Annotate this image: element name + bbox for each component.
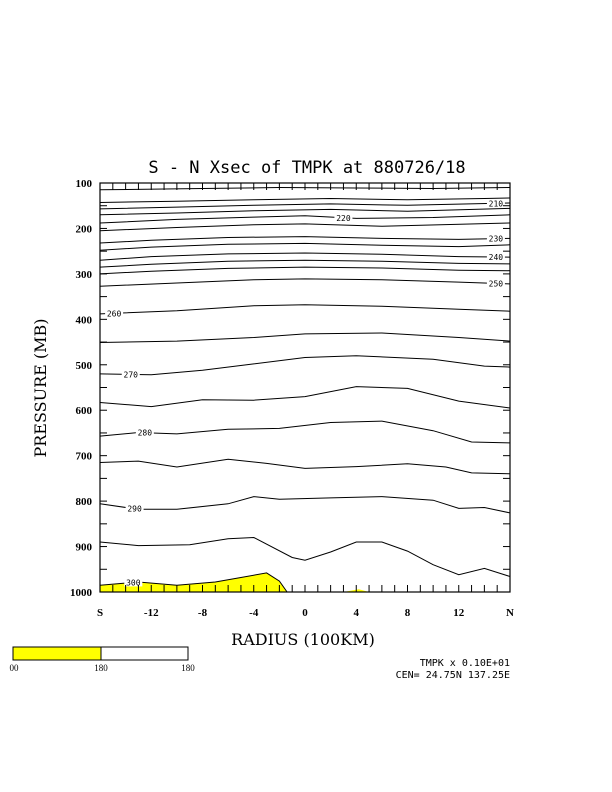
contour-label-bg-4 xyxy=(334,213,353,222)
colorbar-label-0: 00 xyxy=(10,663,20,673)
contour-line-7 xyxy=(99,242,511,251)
y-tick-label-7: 800 xyxy=(76,496,93,508)
contour-label-20: 300 xyxy=(126,578,141,587)
x-tick-label-3: -4 xyxy=(249,607,259,619)
contour-line-18 xyxy=(99,496,511,514)
contour-line-12 xyxy=(99,304,511,315)
contour-line-13 xyxy=(99,332,511,343)
contour-line-4 xyxy=(99,214,511,224)
y-tick-label-3: 400 xyxy=(76,314,93,326)
contour-label-6: 230 xyxy=(489,235,504,244)
contour-line-2 xyxy=(99,202,511,210)
contour-line-1 xyxy=(99,197,511,203)
y-tick-label-6: 700 xyxy=(76,451,93,463)
y-tick-label-4: 500 xyxy=(76,360,93,372)
x-tick-label-8: N xyxy=(506,607,514,619)
contour-label-bg-14 xyxy=(121,370,140,379)
y-axis-title: PRESSURE (MB) xyxy=(31,318,50,457)
contour-label-8: 240 xyxy=(489,253,504,262)
contour-line-19 xyxy=(99,536,511,577)
axes: S -12 -8 -4 0 4 8 12 N 100 200 300 400 500 600 700 800 90… xyxy=(70,178,514,619)
contour-label-bg-8 xyxy=(486,252,505,261)
x-tick-label-7: 12 xyxy=(453,607,465,619)
contour-label-18: 290 xyxy=(127,505,142,514)
contour-line-17 xyxy=(99,458,511,475)
x-tick-label-5: 4 xyxy=(354,607,360,619)
contour-label-bg-2 xyxy=(486,199,505,208)
colorbar-label-2: 180 xyxy=(181,663,195,673)
colorbar-segment-yellow xyxy=(12,646,102,661)
contour-line-3 xyxy=(99,207,511,216)
contour-lines: 210 220 230 240 250 260 270 280 290 300 xyxy=(99,186,511,593)
contour-line-11 xyxy=(99,278,511,287)
contour-label-14: 270 xyxy=(124,370,139,379)
plot-frame xyxy=(99,182,511,593)
y-tick-label-2: 300 xyxy=(76,269,93,281)
scale-info: TMPK x 0.10E+01 xyxy=(420,658,510,669)
contour-line-8 xyxy=(99,252,511,261)
colorbar-label-1: 180 xyxy=(94,663,108,673)
x-tick-label-1: -12 xyxy=(144,607,159,619)
y-tick-label-0: 100 xyxy=(76,178,93,190)
contour-line-16 xyxy=(99,420,511,444)
contour-line-14 xyxy=(99,355,511,376)
colorbar: 00 180 180 xyxy=(10,646,195,673)
contour-line-15 xyxy=(99,386,511,409)
contour-line-20 xyxy=(99,572,288,593)
x-axis-title: RADIUS (100KM) xyxy=(231,630,375,649)
contour-label-bg-20 xyxy=(124,578,143,587)
contour-label-bg-12 xyxy=(105,309,124,318)
chart-title: S - N Xsec of TMPK at 880726/18 xyxy=(148,158,465,178)
contour-label-12: 260 xyxy=(107,309,122,318)
contour-label-11: 250 xyxy=(489,279,504,288)
contour-label-16: 280 xyxy=(138,429,153,438)
y-tick-label-5: 600 xyxy=(76,405,93,417)
contour-label-bg-16 xyxy=(135,428,154,437)
y-tick-label-1: 200 xyxy=(76,223,93,235)
contour-label-bg-11 xyxy=(486,279,505,288)
x-tick-label-4: 0 xyxy=(302,607,308,619)
x-tick-label-0: S xyxy=(97,607,103,619)
contour-label-2: 210 xyxy=(489,199,504,208)
x-tick-label-2: -8 xyxy=(198,607,208,619)
contour-line-5 xyxy=(99,222,511,232)
colorbar-segment-white xyxy=(100,646,189,661)
contour-line-10 xyxy=(99,266,511,275)
y-tick-label-8: 900 xyxy=(76,542,93,554)
x-tick-label-6: 8 xyxy=(405,607,411,619)
contour-label-4: 220 xyxy=(336,214,351,223)
center-info: CEN= 24.75N 137.25E xyxy=(396,670,510,681)
contour-line-6 xyxy=(99,236,511,244)
y-tick-label-9: 1000 xyxy=(70,587,93,599)
contour-line-9 xyxy=(99,259,511,268)
contour-label-bg-18 xyxy=(125,504,144,513)
contour-label-bg-6 xyxy=(486,234,505,243)
